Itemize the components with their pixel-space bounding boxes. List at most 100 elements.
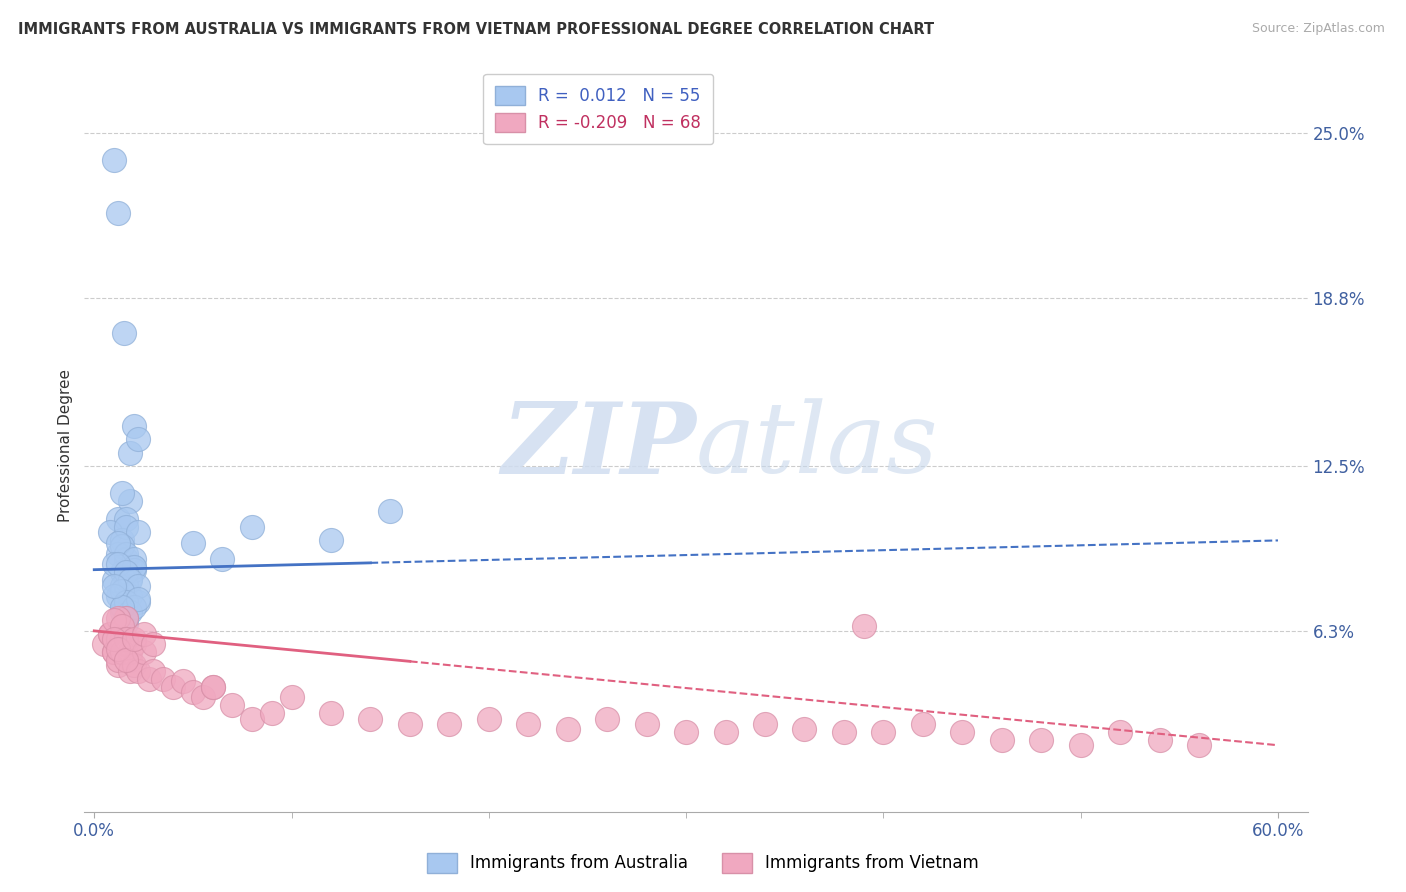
Point xyxy=(103,645,125,659)
Point xyxy=(107,512,129,526)
Point xyxy=(103,589,125,603)
Point xyxy=(114,632,136,646)
Point xyxy=(118,589,141,603)
Point xyxy=(118,574,141,588)
Point xyxy=(111,566,134,580)
Point xyxy=(240,520,263,534)
Point xyxy=(122,632,145,646)
Point xyxy=(211,552,233,566)
Point xyxy=(107,632,129,646)
Point xyxy=(103,579,125,593)
Point xyxy=(103,558,125,572)
Point xyxy=(111,632,134,646)
Point xyxy=(114,520,136,534)
Point xyxy=(122,637,145,651)
Point xyxy=(1188,738,1211,752)
Point xyxy=(114,566,136,580)
Point xyxy=(201,680,224,694)
Point xyxy=(142,637,165,651)
Point xyxy=(107,653,129,667)
Point xyxy=(517,717,540,731)
Point xyxy=(1149,732,1171,747)
Point xyxy=(142,664,165,678)
Point xyxy=(111,485,134,500)
Point xyxy=(122,552,145,566)
Point xyxy=(359,712,381,726)
Point xyxy=(118,560,141,574)
Point xyxy=(107,642,129,657)
Point xyxy=(399,717,422,731)
Point xyxy=(991,732,1014,747)
Point xyxy=(93,637,115,651)
Point xyxy=(118,605,141,619)
Point xyxy=(114,579,136,593)
Point xyxy=(127,579,149,593)
Point xyxy=(181,685,204,699)
Point xyxy=(132,645,155,659)
Point xyxy=(380,504,402,518)
Point xyxy=(596,712,619,726)
Point xyxy=(111,645,134,659)
Point xyxy=(260,706,283,721)
Point xyxy=(1109,725,1132,739)
Point xyxy=(111,632,134,646)
Point xyxy=(114,594,136,608)
Point xyxy=(118,560,141,574)
Text: Source: ZipAtlas.com: Source: ZipAtlas.com xyxy=(1251,22,1385,36)
Point xyxy=(107,547,129,561)
Point xyxy=(172,674,194,689)
Text: atlas: atlas xyxy=(696,399,939,493)
Point xyxy=(439,717,461,731)
Point xyxy=(118,653,141,667)
Point xyxy=(114,653,136,667)
Point xyxy=(127,525,149,540)
Point xyxy=(114,610,136,624)
Text: ZIP: ZIP xyxy=(501,398,696,494)
Point xyxy=(162,680,184,694)
Point xyxy=(319,533,342,548)
Point xyxy=(103,632,125,646)
Point xyxy=(122,560,145,574)
Legend: R =  0.012   N = 55, R = -0.209   N = 68: R = 0.012 N = 55, R = -0.209 N = 68 xyxy=(484,74,713,145)
Point xyxy=(118,645,141,659)
Point xyxy=(122,560,145,574)
Point xyxy=(98,626,121,640)
Point xyxy=(132,626,155,640)
Point xyxy=(107,536,129,550)
Point xyxy=(107,658,129,673)
Y-axis label: Professional Degree: Professional Degree xyxy=(58,369,73,523)
Point xyxy=(111,584,134,599)
Point xyxy=(111,599,134,614)
Point xyxy=(138,672,160,686)
Point xyxy=(114,615,136,630)
Point xyxy=(98,626,121,640)
Point xyxy=(111,605,134,619)
Point xyxy=(114,637,136,651)
Point xyxy=(114,512,136,526)
Point xyxy=(181,536,204,550)
Point xyxy=(1031,732,1053,747)
Point xyxy=(122,599,145,614)
Point xyxy=(103,645,125,659)
Point xyxy=(122,419,145,434)
Point xyxy=(98,525,121,540)
Point xyxy=(127,594,149,608)
Legend: Immigrants from Australia, Immigrants from Vietnam: Immigrants from Australia, Immigrants fr… xyxy=(420,847,986,880)
Point xyxy=(754,717,776,731)
Point xyxy=(557,723,579,737)
Point xyxy=(107,206,129,220)
Point xyxy=(118,445,141,459)
Point xyxy=(114,610,136,624)
Point xyxy=(191,690,214,705)
Point xyxy=(118,493,141,508)
Point xyxy=(714,725,737,739)
Point xyxy=(103,613,125,627)
Point xyxy=(152,672,174,686)
Point xyxy=(221,698,243,713)
Point xyxy=(112,326,135,340)
Point xyxy=(118,664,141,678)
Point xyxy=(111,533,134,548)
Point xyxy=(111,618,134,632)
Point xyxy=(201,680,224,694)
Point xyxy=(852,618,875,632)
